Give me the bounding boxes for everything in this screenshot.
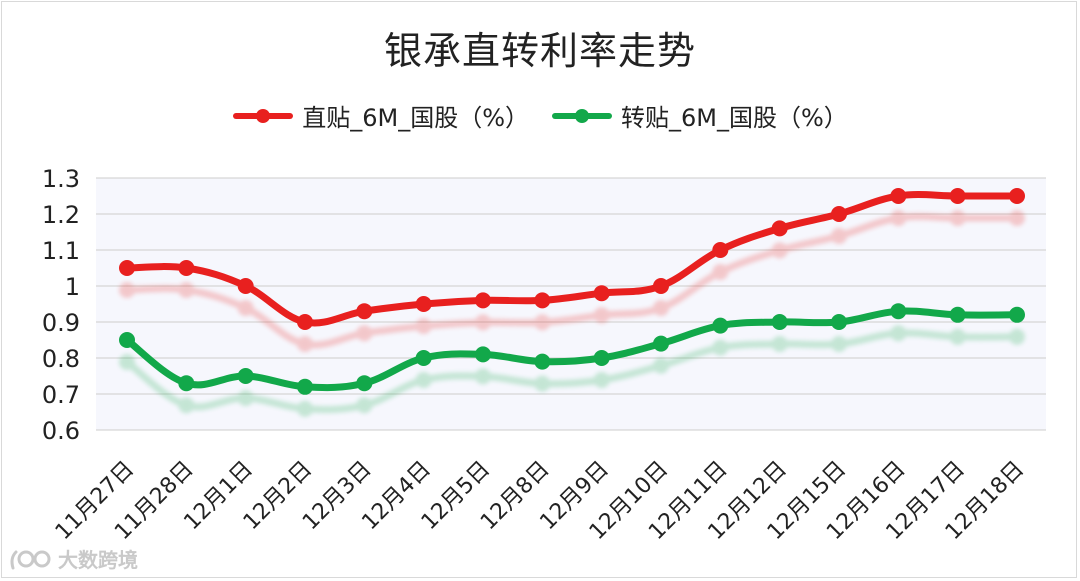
- y-tick-label: 0.9: [42, 309, 80, 337]
- series-1-point: [949, 188, 966, 204]
- series-1-point: [831, 206, 847, 222]
- series-shadows: [119, 210, 1025, 417]
- legend-label-series-1: 直贴_6M_国股（%）: [302, 104, 529, 132]
- series-1-point: [890, 188, 907, 204]
- series-2-point: [949, 306, 966, 323]
- series-2-point: [534, 353, 551, 370]
- series-2-point: [890, 303, 907, 320]
- y-tick-label: 1: [65, 273, 80, 301]
- series-points: [119, 188, 1025, 395]
- y-tick-label: 0.8: [42, 345, 80, 373]
- series-2-point: [475, 346, 491, 363]
- series-2-point: [1009, 306, 1025, 323]
- legend-item-series-2: 转贴_6M_国股（%）: [551, 98, 848, 133]
- series-2-point: [831, 314, 847, 330]
- y-tick-label: 1.3: [42, 165, 80, 193]
- legend: 直贴_6M_国股（%） 转贴_6M_国股（%）: [0, 98, 1080, 133]
- watermark: 大数跨境: [8, 544, 138, 573]
- series-2-point: [653, 335, 669, 352]
- series-2-point: [712, 317, 729, 334]
- chart-title: 银承直转利率走势: [383, 29, 696, 73]
- legend-swatch-series-1: [233, 108, 294, 123]
- series-1-point: [237, 278, 254, 294]
- legend-label-series-2: 转贴_6M_国股（%）: [621, 104, 848, 132]
- series-1-point: [1009, 188, 1025, 204]
- series-1-point: [178, 260, 195, 276]
- y-tick-label: 1.1: [42, 237, 80, 265]
- series-2-point: [119, 332, 135, 348]
- grid: [96, 177, 1046, 431]
- series-1-line: [123, 191, 1021, 327]
- series-2-point: [771, 314, 788, 330]
- series-2-line: [123, 307, 1021, 392]
- series-2-point: [297, 378, 313, 395]
- series-1-point: [534, 292, 551, 309]
- series-1-point: [119, 260, 135, 276]
- series-1-point: [771, 220, 788, 237]
- logo-icon: [10, 550, 51, 569]
- series-1-point: [475, 292, 491, 309]
- x-axis: 11月27日11月28日12月1日12月2日12月3日12月4日12月5日12月…: [51, 457, 1029, 545]
- watermark-text: 大数跨境: [58, 548, 138, 572]
- series-2-point: [356, 375, 373, 392]
- series-1-point: [653, 278, 669, 294]
- series-2-point: [237, 368, 254, 384]
- y-tick-label: 0.6: [42, 417, 80, 445]
- series-1-point: [297, 314, 313, 330]
- series-1-point: [593, 285, 610, 302]
- series-1-point: [712, 242, 729, 258]
- series-2-point: [178, 375, 195, 392]
- series-2-shadow: [119, 325, 1025, 417]
- series-1-point: [415, 296, 432, 312]
- legend-swatch-series-2: [552, 108, 612, 123]
- series-1-point: [356, 303, 373, 320]
- series-2-point: [593, 350, 610, 366]
- y-tick-label: 0.7: [42, 381, 80, 409]
- series-1-shadow: [119, 210, 1025, 352]
- y-tick-label: 1.2: [42, 201, 80, 229]
- y-axis: 0.6 0.7 0.8 0.9 1 1.1 1.2 1.3: [42, 165, 80, 445]
- series-lines: [123, 191, 1021, 392]
- legend-item-series-1: 直贴_6M_国股（%）: [232, 98, 529, 133]
- series-2-point: [415, 350, 432, 366]
